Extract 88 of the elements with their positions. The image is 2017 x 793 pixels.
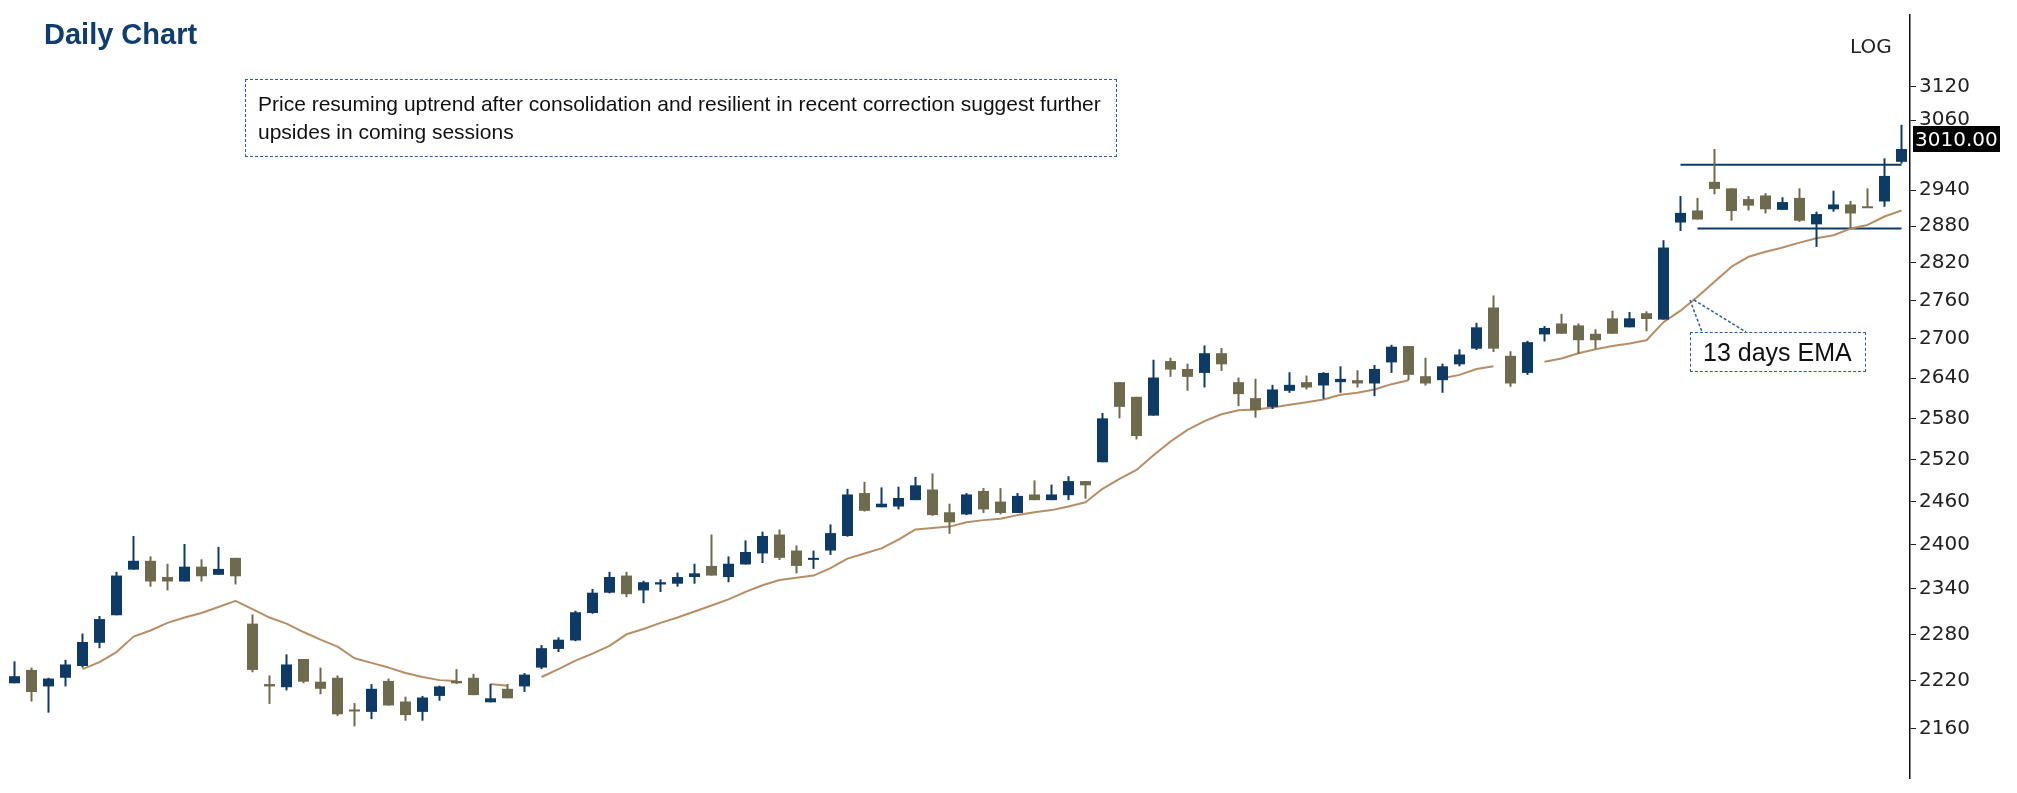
candlestick: [179, 542, 190, 583]
candlestick: [638, 579, 649, 605]
candlestick: [825, 523, 836, 556]
candlestick: [1573, 322, 1584, 355]
candlestick: [1318, 371, 1329, 400]
candlestick: [145, 555, 156, 588]
candlestick: [417, 694, 428, 722]
candlestick: [1760, 192, 1771, 215]
candlestick: [298, 658, 309, 685]
candlestick: [587, 587, 598, 615]
candlestick: [400, 695, 411, 722]
candlestick: [1284, 371, 1295, 394]
candlestick: [1607, 309, 1618, 335]
candlestick: [1216, 347, 1227, 372]
candlestick: [1165, 356, 1176, 378]
candlestick: [808, 549, 819, 570]
candlestick: [281, 653, 292, 692]
candlestick: [94, 615, 105, 650]
candlestick: [349, 702, 360, 728]
candlestick: [1250, 377, 1261, 419]
annotation: LOG: [1850, 34, 1892, 58]
candlestick: [315, 666, 326, 696]
y-tick-label: 2580: [1919, 404, 1970, 429]
y-tick-label: 2400: [1919, 530, 1970, 555]
y-tick-label: 2880: [1919, 212, 1970, 237]
y-tick-label: 2280: [1919, 620, 1970, 645]
candlestick: [1233, 376, 1244, 408]
candlestick: [791, 544, 802, 575]
candlestick: [1726, 187, 1737, 222]
candlestick: [689, 562, 700, 585]
candlestick: [230, 556, 241, 586]
candlestick: [128, 534, 139, 571]
y-tick-label: 2940: [1919, 176, 1970, 201]
candlestick: [1267, 383, 1278, 410]
candlestick: [723, 555, 734, 584]
candlestick: [961, 492, 972, 517]
candlestick: [1828, 189, 1839, 213]
candlestick: [706, 533, 717, 577]
candlestick: [1471, 321, 1482, 351]
candlestick: [1862, 187, 1873, 210]
candlestick: [757, 530, 768, 564]
candlestick: [1590, 328, 1601, 350]
candlestick: [1437, 362, 1448, 394]
annotation: 13 days EMA: [1690, 332, 1866, 372]
candlestick: [536, 644, 547, 671]
candlestick: [1386, 343, 1397, 374]
y-tick-label: 2220: [1919, 667, 1970, 692]
y-tick-label: 2640: [1919, 364, 1970, 389]
y-tick-label: 2520: [1919, 445, 1970, 470]
candlestick: [26, 666, 37, 703]
candlestick: [213, 545, 224, 576]
candlestick: [1063, 475, 1074, 502]
candlestick: [621, 570, 632, 599]
candlestick: [1794, 187, 1805, 223]
candlestick: [1675, 195, 1686, 233]
candlestick: [859, 480, 870, 513]
candlestick: [60, 658, 71, 688]
candlestick: [1556, 312, 1567, 335]
y-tick-label: 2160: [1919, 714, 1970, 739]
text: 3010.00: [1913, 126, 2000, 152]
annotation: Price resuming uptrend after consolidation and resilient in recent correction suggest further upsides in coming sessions: [245, 79, 1117, 157]
candlestick: [774, 528, 785, 562]
chart-title: Daily Chart: [44, 18, 198, 51]
y-tick-label: 3120: [1919, 72, 1970, 97]
y-tick-label: 2760: [1919, 286, 1970, 311]
candlestick: [196, 558, 207, 583]
y-tick-label: 2700: [1919, 325, 1970, 350]
candlestick: [366, 683, 377, 721]
y-tick-label: 2820: [1919, 249, 1970, 274]
candlestick: [519, 672, 530, 693]
candlestick: [740, 539, 751, 566]
candlestick: [162, 562, 173, 592]
candlestick: [995, 487, 1006, 516]
candlestick: [944, 502, 955, 535]
candlestick: [1182, 362, 1193, 392]
y-tick-label: 2460: [1919, 487, 1970, 512]
candlestick: [1709, 148, 1720, 196]
candlestick: [1692, 196, 1703, 221]
candlestick: [1012, 492, 1023, 514]
candlestick: [978, 487, 989, 514]
candlestick: [1199, 344, 1210, 389]
candlestick: [1369, 364, 1380, 398]
candlestick: [1641, 310, 1652, 333]
candlestick: [893, 485, 904, 511]
candlestick: [1845, 199, 1856, 230]
candlestick: [1335, 365, 1346, 394]
candlestick: [1420, 356, 1431, 387]
y-tick-label: 2340: [1919, 575, 1970, 600]
